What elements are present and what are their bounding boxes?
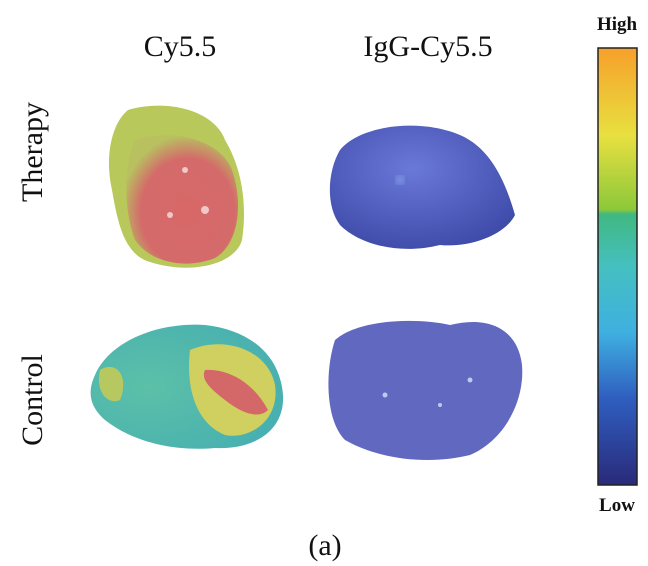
figure: Cy5.5 IgG-Cy5.5 Therapy Control High Low… <box>0 0 648 566</box>
colorbar-low-label: Low <box>599 495 635 516</box>
therapy-igg-image <box>330 126 515 249</box>
colorbar-high-label: High <box>597 14 638 35</box>
therapy-cy55-image <box>109 106 244 268</box>
row-label: Control <box>16 354 49 446</box>
colorbar <box>598 48 637 485</box>
caption: (a) <box>308 529 341 562</box>
control-cy55-image <box>91 325 283 449</box>
row-label: Therapy <box>16 102 49 202</box>
column-label: Cy5.5 <box>144 30 217 63</box>
control-igg-image <box>328 321 522 460</box>
column-label: IgG-Cy5.5 <box>363 30 492 63</box>
